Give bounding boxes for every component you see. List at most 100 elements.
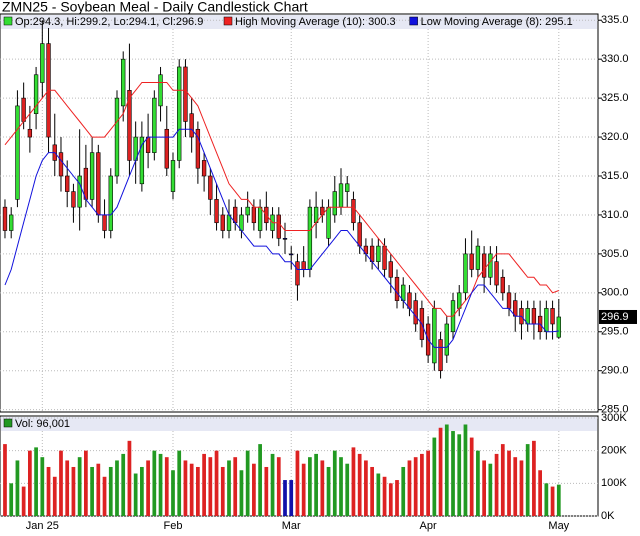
candle-body	[40, 43, 45, 83]
last-price-label: 296.9	[601, 311, 629, 323]
volume-bar	[339, 457, 343, 516]
candle-body	[307, 206, 313, 270]
candle-body	[295, 261, 300, 286]
candle-body	[494, 261, 499, 286]
volume-bar	[525, 444, 530, 516]
candle-body	[481, 253, 487, 278]
volume-bar	[177, 450, 182, 516]
y-tick-label: 320.0	[601, 131, 629, 143]
volume-bar	[513, 457, 518, 516]
volume-bar	[115, 460, 119, 516]
volume-bar	[133, 473, 138, 516]
volume-bar	[227, 460, 231, 516]
candle-body	[376, 245, 381, 262]
y-tick-label: 300.0	[601, 287, 629, 299]
volume-bar	[140, 466, 144, 516]
y-tick-label: 335.0	[601, 14, 629, 26]
candle-body	[89, 152, 95, 200]
candle-body	[189, 113, 194, 138]
y-tick-label: 300K	[601, 412, 627, 424]
candle-body	[257, 206, 263, 231]
moving-average-line	[4, 82, 559, 317]
candle-body	[108, 175, 113, 231]
volume-bar	[127, 440, 132, 516]
volume-bar	[544, 483, 549, 516]
volume-bar	[239, 470, 244, 516]
x-tick-label: Mar	[282, 520, 301, 532]
volume-bar	[46, 466, 51, 516]
y-tick-label: 330.0	[601, 53, 629, 65]
candle-body	[332, 191, 337, 216]
volume-bar	[189, 463, 194, 516]
candle-body	[544, 308, 549, 333]
volume-bar	[407, 460, 412, 516]
candle-body	[357, 222, 362, 247]
candle-body	[463, 253, 468, 294]
candle-body	[183, 66, 188, 122]
volume-bar	[96, 463, 101, 516]
volume-bar	[444, 424, 449, 516]
price-panel	[0, 13, 599, 413]
volume-bar	[21, 486, 26, 516]
candle-body	[382, 245, 387, 270]
volume-bar	[382, 476, 387, 516]
volume-bar	[500, 444, 505, 516]
volume-bar	[432, 437, 437, 516]
volume-bar	[451, 431, 455, 516]
candle-body	[220, 214, 225, 231]
volume-bar	[345, 463, 350, 516]
volume-bar	[413, 457, 418, 516]
candle-body	[9, 214, 14, 231]
volume-bar	[308, 457, 312, 516]
volume-bar	[519, 460, 524, 516]
volume-bar	[283, 480, 287, 516]
volume-bar	[90, 466, 94, 516]
candle-body	[208, 175, 213, 200]
candle-body	[506, 292, 512, 309]
candle-body	[158, 74, 163, 107]
volume-bar	[158, 453, 163, 516]
volume-bar	[426, 450, 430, 516]
volume-bar	[152, 450, 157, 516]
candle-body	[58, 152, 64, 177]
legend-swatch	[3, 418, 13, 428]
x-tick-label: Feb	[164, 520, 183, 532]
candle-body	[301, 261, 306, 270]
candle-body	[488, 253, 493, 278]
candle-body	[475, 245, 481, 270]
candle-body	[114, 97, 120, 177]
candle-body	[33, 74, 39, 114]
candle-body	[27, 128, 33, 138]
legend-band	[1, 417, 597, 431]
volume-bar	[264, 466, 269, 516]
candle-body	[351, 199, 356, 224]
volume-bar	[252, 463, 256, 516]
candle-body	[500, 276, 505, 294]
y-tick-label: 295.0	[601, 326, 629, 338]
candle-body	[152, 97, 157, 153]
last-price-box	[599, 309, 637, 324]
volume-bar	[295, 450, 300, 516]
volume-bar	[326, 466, 331, 516]
volume-bar	[28, 450, 32, 516]
candle-body	[15, 105, 20, 200]
volume-bar	[320, 460, 325, 516]
volume-bar	[301, 463, 306, 516]
volume-bar	[196, 466, 200, 516]
x-tick-label: May	[548, 520, 569, 532]
x-tick-label: Apr	[420, 520, 437, 532]
volume-bar	[476, 450, 480, 516]
volume-bar	[376, 473, 381, 516]
candle-body	[345, 183, 350, 192]
moving-average-line	[4, 128, 559, 348]
volume-bar	[9, 483, 14, 516]
volume-bar	[388, 483, 393, 516]
volume-bar	[507, 450, 511, 516]
volume-bar	[164, 457, 169, 516]
candle-body	[177, 66, 182, 161]
x-tick-label: Jan 25	[26, 520, 59, 532]
candle-body	[121, 58, 126, 107]
candle-body	[469, 253, 474, 270]
volume-bar	[488, 463, 493, 516]
